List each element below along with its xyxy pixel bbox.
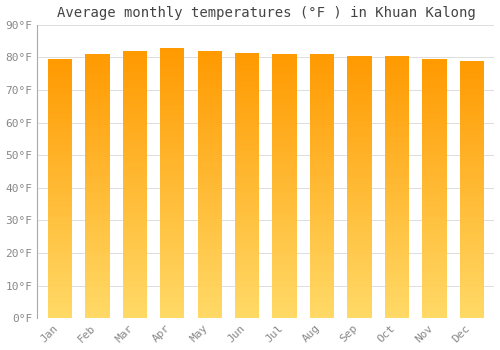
Title: Average monthly temperatures (°F ) in Khuan Kalong: Average monthly temperatures (°F ) in Kh… — [56, 6, 476, 20]
